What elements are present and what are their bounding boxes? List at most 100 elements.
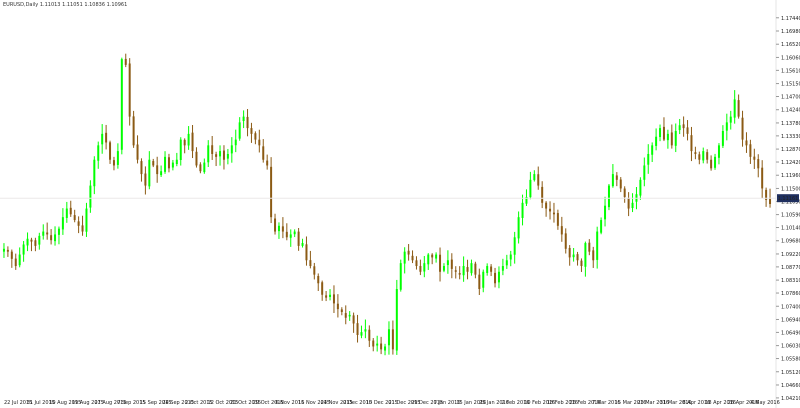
candle: [332, 285, 335, 313]
candle-body: [274, 218, 277, 232]
price-axis: 1.17440 1.16980 1.16520 1.16060 1.15610 1.151…: [776, 16, 800, 402]
candle-body: [116, 151, 119, 165]
candle: [505, 254, 508, 269]
x-tick-label: 21 Dec 2015: [389, 400, 421, 406]
candle-body: [2, 248, 5, 252]
candle-body: [580, 260, 583, 267]
candle: [702, 147, 705, 164]
candle: [494, 267, 497, 288]
candle: [647, 144, 650, 174]
candle-body: [659, 128, 662, 138]
candle-body: [623, 188, 626, 198]
candle-body: [761, 167, 764, 189]
candle-body: [211, 145, 214, 154]
candle: [710, 155, 713, 171]
candle-body: [144, 173, 147, 186]
candle-body: [509, 254, 512, 260]
candle-body: [568, 247, 571, 258]
x-tick-label: 2 Dec 2015: [343, 400, 372, 406]
y-tick-label: 1.16980: [781, 29, 800, 35]
candle: [442, 263, 445, 273]
candle-body: [521, 202, 524, 218]
candle: [631, 193, 634, 213]
candle-body: [73, 215, 76, 221]
candle: [411, 250, 414, 264]
candle-body: [10, 251, 13, 259]
candle: [552, 202, 555, 223]
x-tick-label: 2 Feb 2016: [502, 400, 530, 406]
candle: [372, 338, 375, 352]
candle-body: [454, 270, 457, 272]
candle: [757, 154, 760, 178]
candle-body: [38, 235, 41, 245]
y-tick-label: 1.15610: [781, 68, 800, 74]
candle: [545, 201, 548, 217]
candle-body: [391, 329, 394, 350]
candle-body: [160, 171, 163, 176]
candle: [529, 171, 532, 200]
candle-body: [69, 207, 72, 215]
candle-body: [482, 271, 485, 288]
candle-body: [97, 145, 100, 161]
candle-body: [305, 244, 308, 261]
candle-body: [592, 250, 595, 261]
candle-body: [427, 254, 430, 265]
candle-body: [714, 156, 717, 168]
x-tick-label: 7 Jan 2016: [434, 400, 461, 406]
candle: [391, 320, 394, 355]
x-tick-label: 2 Oct 2015: [185, 400, 213, 406]
candle-body: [600, 220, 603, 233]
candle: [737, 94, 740, 119]
candle: [521, 194, 524, 226]
y-tick-label: 1.14700: [781, 95, 800, 101]
y-tick-label: 1.07400: [781, 304, 800, 310]
candle: [537, 166, 540, 190]
candle-body: [360, 332, 363, 336]
candle-body: [757, 159, 760, 169]
candle: [749, 139, 752, 164]
candle-body: [34, 240, 37, 246]
x-tick-label: 21 Oct 2015: [230, 400, 261, 406]
candle: [329, 289, 332, 301]
candle: [109, 140, 112, 164]
candle-body: [128, 63, 131, 117]
candle: [627, 192, 630, 217]
candle-body: [156, 165, 159, 175]
candle-body: [572, 254, 575, 258]
candle-body: [270, 166, 273, 218]
candle: [305, 236, 308, 266]
candle: [97, 141, 100, 169]
candle-body: [505, 260, 508, 266]
candle-body: [254, 133, 257, 140]
candle-body: [670, 132, 673, 146]
candle-body: [352, 315, 355, 324]
candle-body: [552, 212, 555, 215]
candle-body: [140, 161, 143, 175]
candle-body: [238, 122, 241, 139]
candle-body: [674, 130, 677, 146]
candle-body: [167, 157, 170, 169]
candle-body: [85, 208, 88, 232]
candle-body: [494, 272, 497, 284]
candle: [57, 226, 60, 245]
candle-body: [627, 198, 630, 209]
candle: [482, 269, 485, 293]
candle: [678, 118, 681, 135]
candle: [533, 170, 536, 182]
candle: [549, 201, 552, 220]
x-tick-label: 23 Mar 2016: [637, 400, 669, 406]
candle: [427, 253, 430, 270]
candle-body: [399, 263, 402, 290]
candle-body: [384, 346, 387, 351]
candle-body: [340, 309, 343, 312]
candle-body: [277, 225, 280, 232]
candle: [348, 311, 351, 321]
y-tick-label: 1.11960: [781, 173, 800, 179]
candle-body: [395, 289, 398, 351]
candle: [721, 125, 724, 148]
y-tick-label: 1.11500: [781, 186, 800, 192]
candle-body: [466, 267, 469, 272]
candle-body: [721, 130, 724, 146]
candle: [466, 259, 469, 280]
